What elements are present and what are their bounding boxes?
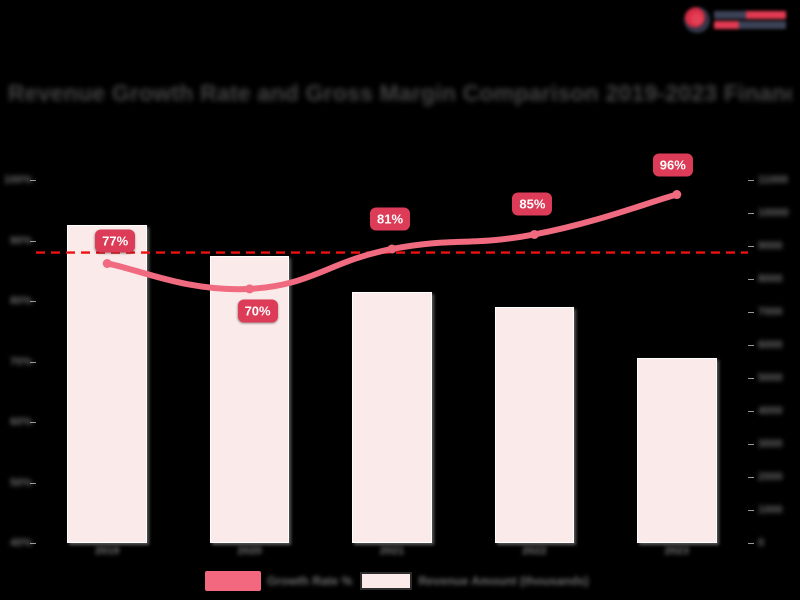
right-axis-tick: 6000	[758, 339, 783, 351]
left-axis-tick: 60%	[9, 416, 32, 428]
right-tickmark	[748, 477, 754, 478]
logo-mark-icon	[684, 7, 710, 33]
left-tickmark	[30, 180, 36, 181]
bar-2022[interactable]	[494, 307, 575, 543]
logo-wordmark-line-2	[714, 21, 786, 29]
data-label-2023: 96%	[652, 153, 693, 177]
left-axis-labels: 100% 90% 80% 70% 60% 50% 40%	[0, 172, 34, 552]
right-axis-tick: 8000	[758, 273, 783, 285]
right-tickmark	[748, 345, 754, 346]
right-axis-tick: 10000	[758, 207, 789, 219]
right-tickmark	[748, 312, 754, 313]
plot-area	[36, 180, 748, 543]
left-axis-tick: 50%	[9, 476, 32, 489]
right-axis-tick: 9000	[758, 240, 783, 252]
right-tickmark	[748, 510, 754, 511]
bar-2023[interactable]	[636, 358, 717, 543]
chart-legend: Growth Rate % Revenue Amount (thousands)	[205, 568, 589, 594]
right-axis-tick: 3000	[758, 438, 783, 450]
right-axis-tick: 11000	[758, 174, 788, 186]
left-axis-tick: 70%	[9, 355, 32, 368]
right-axis-tick: 2000	[758, 471, 783, 483]
left-tickmark	[30, 482, 36, 484]
legend-label-bar: Revenue Amount (thousands)	[418, 574, 589, 588]
left-axis-tick: 40%	[9, 537, 32, 549]
legend-swatch-line-icon	[205, 571, 261, 591]
data-label-2019: 77%	[95, 229, 136, 253]
bar-2021[interactable]	[352, 292, 432, 543]
x-axis-label-2021: 2021	[379, 545, 405, 557]
left-tickmark	[30, 301, 36, 302]
left-tickmark	[30, 543, 36, 544]
right-tickmark	[748, 180, 754, 181]
right-tickmark	[748, 543, 754, 544]
left-tickmark	[30, 361, 36, 363]
data-label-2020: 70%	[237, 299, 278, 323]
left-tickmark	[30, 422, 36, 423]
left-axis-tick: 80%	[9, 295, 32, 307]
x-axis-label-2023: 2023	[664, 545, 690, 557]
right-axis-tick: 1000	[758, 504, 783, 516]
legend-item-bar[interactable]: Revenue Amount (thousands)	[360, 572, 589, 590]
right-axis-tick: 0	[758, 537, 765, 549]
right-axis-labels: 11000 10000 9000 8000 7000 6000 5000 4000 3000 20…	[756, 172, 800, 552]
x-axis-label-2022: 2022	[522, 545, 547, 557]
logo-wordmark-line-1	[714, 11, 786, 19]
right-axis-tick: 4000	[758, 405, 783, 417]
right-tickmark	[748, 246, 754, 247]
right-tickmark	[748, 378, 754, 379]
right-tickmark	[748, 213, 754, 214]
left-axis-tick: 90%	[9, 234, 32, 247]
legend-swatch-bar-icon	[360, 572, 413, 590]
x-axis-labels: 2019 2020 2021 2022 2023	[36, 545, 748, 563]
data-label-2022: 85%	[512, 192, 553, 216]
legend-label-line: Growth Rate %	[267, 574, 353, 588]
right-tickmark	[748, 444, 754, 445]
chart-title: Revenue Growth Rate and Gross Margin Com…	[8, 80, 792, 106]
legend-item-line[interactable]: Growth Rate %	[205, 571, 352, 591]
right-tickmark	[748, 411, 754, 412]
logo-wordmark	[714, 11, 786, 29]
data-label-2021: 81%	[369, 207, 411, 231]
x-axis-label-2019: 2019	[94, 545, 120, 557]
right-axis-tick: 7000	[758, 306, 783, 318]
right-tickmark	[748, 279, 754, 280]
brand-logo	[684, 4, 792, 36]
x-axis-label-2020: 2020	[237, 545, 262, 557]
right-axis-tick: 5000	[758, 372, 783, 384]
bar-2019[interactable]	[67, 224, 148, 543]
left-axis-tick: 100%	[3, 174, 32, 186]
left-tickmark	[30, 240, 36, 242]
